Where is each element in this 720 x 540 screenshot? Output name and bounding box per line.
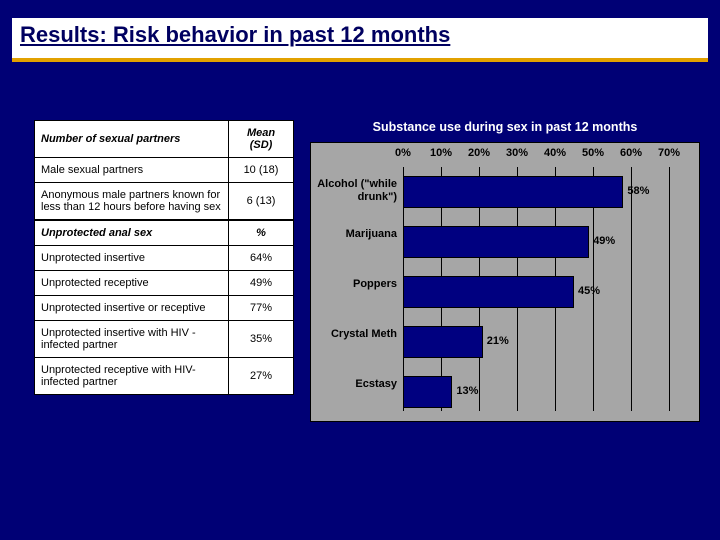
chart-title: Substance use during sex in past 12 mont… [310, 120, 700, 134]
page-title: Results: Risk behavior in past 12 months [12, 18, 708, 62]
table-row-value: 49% [229, 271, 294, 296]
bar [403, 376, 452, 408]
table-row-value: 27% [229, 358, 294, 395]
x-axis-tick-label: 10% [430, 147, 452, 159]
table-row-label: Unprotected insertive with HIV -infected… [35, 321, 229, 358]
category-label: Poppers [311, 278, 397, 291]
table-section-header: Unprotected anal sex [35, 220, 229, 246]
x-axis-tick-label: 20% [468, 147, 490, 159]
table-row-label: Unprotected receptive [35, 271, 229, 296]
category-label: Marijuana [311, 228, 397, 241]
table-row: Unprotected receptive with HIV-infected … [35, 358, 294, 395]
table-row-value: 10 (18) [229, 158, 294, 183]
table-row-value: 35% [229, 321, 294, 358]
bar [403, 176, 623, 208]
content-area: Number of sexual partnersMean (SD)Male s… [34, 120, 702, 520]
table-row-value: 6 (13) [229, 183, 294, 221]
table-section-value-header: % [229, 220, 294, 246]
x-axis-tick-label: 40% [544, 147, 566, 159]
x-axis-tick-label: 50% [582, 147, 604, 159]
slide: Results: Risk behavior in past 12 months… [0, 0, 720, 540]
category-label: Alcohol ("while drunk") [311, 178, 397, 204]
table-section-value-header: Mean (SD) [229, 121, 294, 158]
x-axis-tick-label: 0% [395, 147, 411, 159]
table-row-label: Unprotected insertive or receptive [35, 296, 229, 321]
category-label: Ecstasy [311, 378, 397, 391]
table-row-label: Anonymous male partners known for less t… [35, 183, 229, 221]
bar [403, 276, 574, 308]
bar-value-label: 13% [456, 385, 478, 397]
bar-value-label: 49% [593, 235, 615, 247]
gridline [631, 167, 632, 411]
table-row-value: 64% [229, 246, 294, 271]
table-row: Unprotected insertive64% [35, 246, 294, 271]
substance-use-chart: Substance use during sex in past 12 mont… [310, 120, 700, 422]
gridline [669, 167, 670, 411]
table-section-header: Number of sexual partners [35, 121, 229, 158]
bar-value-label: 45% [578, 285, 600, 297]
x-axis-tick-label: 70% [658, 147, 680, 159]
bar [403, 226, 589, 258]
table-row: Unprotected receptive49% [35, 271, 294, 296]
bar [403, 326, 483, 358]
x-axis-tick-label: 60% [620, 147, 642, 159]
chart-plot-area: 0% 10% 20% 30% 40% 50% 60% 70% Alcohol ("while d… [310, 142, 700, 422]
bar-value-label: 58% [627, 185, 649, 197]
bar-value-label: 21% [487, 335, 509, 347]
risk-behavior-table: Number of sexual partnersMean (SD)Male s… [34, 120, 294, 395]
table-row-label: Unprotected insertive [35, 246, 229, 271]
table-row: Unprotected insertive with HIV -infected… [35, 321, 294, 358]
x-axis-tick-label: 30% [506, 147, 528, 159]
table-row-label: Unprotected receptive with HIV-infected … [35, 358, 229, 395]
category-label: Crystal Meth [311, 328, 397, 341]
table-row: Male sexual partners10 (18) [35, 158, 294, 183]
table-row-value: 77% [229, 296, 294, 321]
table-row: Unprotected insertive or receptive77% [35, 296, 294, 321]
table-row: Anonymous male partners known for less t… [35, 183, 294, 221]
table-row-label: Male sexual partners [35, 158, 229, 183]
